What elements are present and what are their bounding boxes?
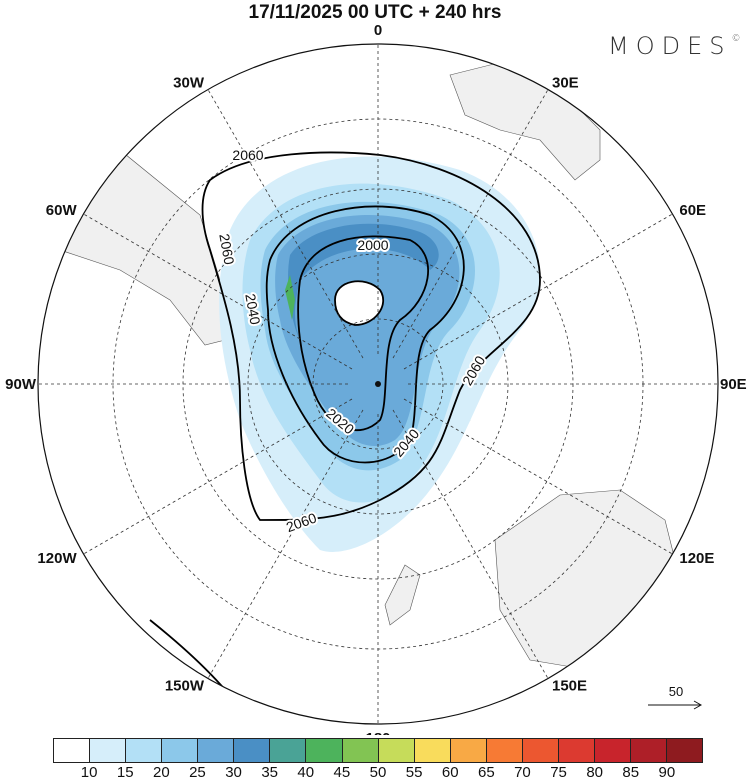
longitude-label: 30W (173, 75, 205, 92)
colorbar-label: 35 (261, 764, 278, 781)
meridian-line (403, 213, 673, 370)
longitude-label: 150E (552, 677, 587, 694)
modes-logo: MODES© (608, 32, 740, 60)
wind-shading-40 (285, 275, 295, 320)
longitude-label: 150W (165, 677, 205, 694)
colorbar-swatch (198, 739, 235, 762)
meridian-line (392, 409, 549, 679)
land-south-america (38, 149, 226, 346)
colorbar-label: 90 (658, 764, 676, 781)
contour-2060-edge (149, 619, 261, 724)
colorbar-swatch (450, 739, 487, 762)
logo-text: MODES (608, 32, 732, 60)
colorbar-swatch (631, 739, 668, 762)
longitude-label: 60E (679, 202, 706, 219)
colorbar-label: 75 (550, 764, 567, 781)
longitude-label: 60W (46, 202, 78, 219)
colorbar-label: 15 (116, 764, 134, 781)
wind-shading-30 (275, 215, 460, 446)
meridian-line (392, 89, 549, 359)
colorbar-swatch (126, 739, 163, 762)
contour-2060 (201, 151, 541, 521)
longitude-label: 30E (552, 75, 579, 92)
contour-2000 (334, 280, 385, 326)
meridian-line (83, 213, 353, 370)
colorbar-swatch (486, 739, 523, 762)
longitude-labels: 0 30E 60E 90E 120E 150E 180 150W 120W 90W 60W 30W (5, 22, 747, 735)
meridian-line (207, 89, 364, 359)
colorbar-swatch (414, 739, 451, 762)
logo-mark: © (731, 34, 741, 44)
chart-title: 17/11/2025 00 UTC + 240 hrs (248, 2, 502, 23)
colorbar-label: 45 (333, 764, 351, 781)
colorbar-swatch (522, 739, 559, 762)
polar-map: 0 30E 60E 90E 120E 150E 180 150W 120W 90W 60W 30W 2… (5, 22, 747, 735)
wind-core-inner (335, 281, 384, 325)
longitude-label: 90E (720, 376, 747, 393)
colorbar-label: 55 (405, 764, 423, 781)
colorbar-swatch (594, 739, 631, 762)
colorbar-swatch (342, 739, 379, 762)
meridian-line (403, 398, 673, 555)
contour-label: 2060 (232, 147, 263, 163)
wind-shading-35 (288, 223, 439, 340)
contour-2040 (265, 205, 465, 464)
colorbar-label: 20 (152, 764, 170, 781)
vector-reference-arrowhead (693, 700, 703, 710)
colorbar-swatch (162, 739, 199, 762)
colorbar-label: 10 (80, 764, 98, 781)
longitude-label: 0 (374, 22, 382, 39)
colorbar-swatch (54, 739, 91, 762)
south-pole-marker (375, 381, 381, 387)
land-australia (494, 489, 681, 671)
contour-label: 2000 (357, 237, 388, 253)
colorbar-label: 25 (189, 764, 206, 781)
colorbar-swatch (558, 739, 595, 762)
colorbar-label: 30 (225, 764, 242, 781)
longitude-label: 180 (365, 730, 390, 735)
map-boundary (37, 43, 719, 725)
colorbar-swatch (90, 739, 127, 762)
meridian-line (207, 409, 364, 679)
colorbar (53, 738, 703, 763)
meridian-line (83, 398, 353, 555)
vector-reference-label: 50 (668, 684, 684, 699)
colorbar-label: 40 (297, 764, 315, 781)
longitude-label: 120W (37, 550, 77, 567)
colorbar-swatch (667, 739, 703, 762)
colorbar-swatch (270, 739, 307, 762)
colorbar-swatch (306, 739, 343, 762)
meridians (38, 44, 718, 724)
longitude-label: 90W (5, 376, 37, 393)
colorbar-label: 70 (514, 764, 531, 781)
colorbar-label: 60 (441, 764, 459, 781)
longitude-label: 120E (679, 550, 714, 567)
colorbar-label: 65 (477, 764, 495, 781)
colorbar-label: 85 (622, 764, 640, 781)
colorbar-label: 80 (586, 764, 603, 781)
land-new-zealand (384, 564, 421, 626)
colorbar-label: 50 (369, 764, 387, 781)
colorbar-swatch (378, 739, 415, 762)
colorbar-swatch (234, 739, 271, 762)
